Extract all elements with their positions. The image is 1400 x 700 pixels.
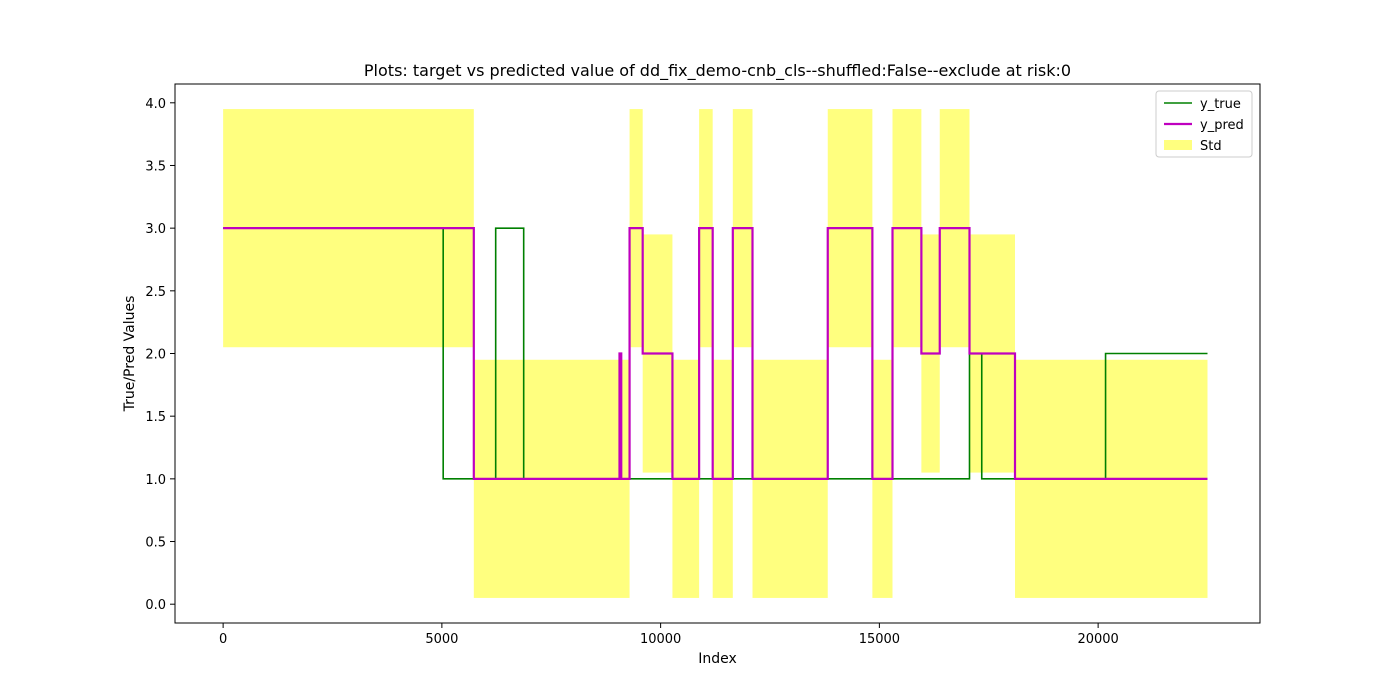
x-tick-label: 5000 <box>425 632 458 647</box>
legend-label: y_pred <box>1200 118 1244 133</box>
chart-title: Plots: target vs predicted value of dd_f… <box>364 61 1071 81</box>
y-tick-label: 4.0 <box>145 97 166 112</box>
y-tick-label: 2.0 <box>145 348 166 363</box>
y-tick-label: 2.5 <box>145 285 166 300</box>
y-axis-label: True/Pred Values <box>122 296 138 413</box>
y-tick-label: 3.0 <box>145 222 166 237</box>
y-tick-label: 0.5 <box>145 536 166 551</box>
y-tick-label: 1.5 <box>145 410 166 425</box>
legend-label: y_true <box>1200 97 1241 112</box>
y-tick-label: 0.0 <box>145 598 166 613</box>
y-tick-label: 3.5 <box>145 159 166 174</box>
series-lines <box>223 227 1208 480</box>
series-line-y-pred <box>223 227 1208 480</box>
x-axis-ticks: 0 5000 10000 15000 20000 <box>219 623 1119 647</box>
legend: y_true y_pred Std <box>1155 90 1253 158</box>
y-axis-ticks: 0.0 0.5 1.0 1.5 2.0 2.5 3.0 3.5 4.0 <box>145 97 175 613</box>
x-axis-label: Index <box>698 651 737 667</box>
y-tick-label: 1.0 <box>145 473 166 488</box>
legend-label: Std <box>1200 139 1222 154</box>
legend-swatch-std <box>1164 140 1192 150</box>
x-tick-label: 0 <box>219 632 227 647</box>
std-bands <box>223 109 1208 598</box>
x-tick-label: 15000 <box>859 632 900 647</box>
x-tick-label: 20000 <box>1077 632 1118 647</box>
x-tick-label: 10000 <box>640 632 681 647</box>
